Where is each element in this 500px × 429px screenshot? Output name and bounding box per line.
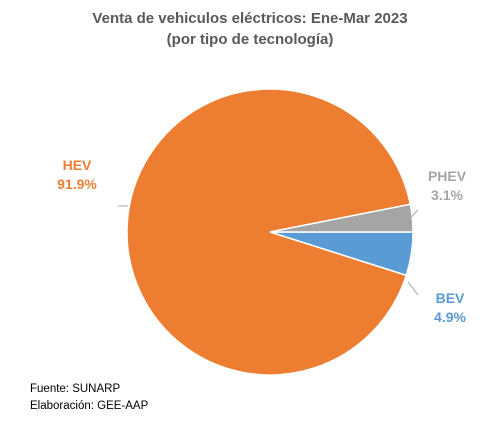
credit-note: Elaboración: GEE-AAP [30,400,149,412]
slice-value-bev: 4.9% [434,309,466,325]
slice-name-phev: PHEV [428,168,467,184]
slice-value-hev: 91.9% [57,176,97,192]
source-note: Fuente: SUNARP [30,383,121,395]
pie-slice-hev [126,88,412,376]
slice-name-bev: BEV [436,290,465,306]
leader-line-phev [409,209,419,219]
slice-value-phev: 3.1% [431,187,463,203]
pie-slice-phev [269,203,414,233]
chart-title: Venta de vehiculos eléctricos: Ene-Mar 2… [92,10,408,27]
slice-name-hev: HEV [63,157,92,173]
chart-subtitle: (por tipo de tecnología) [166,31,334,48]
leader-line-bev [407,281,419,296]
